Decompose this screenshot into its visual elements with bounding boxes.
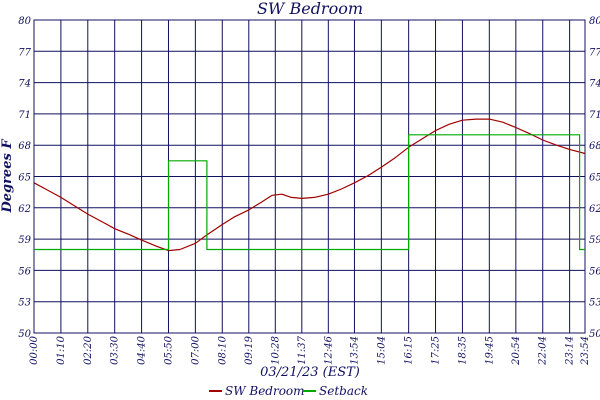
x-tick-label: 02:20	[83, 335, 94, 364]
y-tick-label-right: 53	[589, 298, 600, 309]
legend-label-sw-bedroom: SW Bedroom	[225, 384, 305, 398]
x-tick-label: 13:54	[349, 336, 360, 365]
y-axis-label: Degrees F	[0, 139, 15, 214]
y-tick-label-right: 74	[589, 79, 600, 90]
x-tick-label: 04:40	[137, 335, 148, 364]
y-tick-label-left: 62	[18, 204, 31, 215]
y-tick-label-left: 71	[18, 110, 31, 121]
x-tick-label: 16:15	[404, 336, 415, 365]
x-tick-label: 23:54	[580, 336, 591, 366]
y-tick-label-left: 80	[18, 16, 31, 27]
chart-title: SW Bedroom	[257, 0, 363, 18]
x-tick-label: 09:19	[244, 335, 255, 364]
x-axis-label: 03/21/23 (EST)	[260, 365, 360, 380]
y-tick-label-left: 74	[18, 79, 31, 90]
x-tick-label: 20:54	[511, 336, 522, 366]
y-tick-label-left: 77	[18, 47, 31, 58]
x-tick-label: 05:50	[163, 335, 174, 364]
x-tick-label: 19:45	[484, 336, 495, 365]
x-tick-label: 15:04	[376, 336, 387, 365]
y-tick-label-right: 80	[589, 16, 600, 27]
y-tick-label-left: 59	[18, 235, 31, 246]
x-tick-label: 08:10	[217, 335, 228, 364]
x-tick-label: 23:14	[565, 336, 576, 366]
y-tick-label-left: 68	[18, 141, 31, 152]
x-tick-label: 17:25	[431, 336, 442, 365]
series-layer	[33, 118, 586, 252]
y-tick-label-right: 59	[589, 235, 600, 246]
y-tick-label-right: 50	[589, 329, 600, 340]
x-tick-label: 01:10	[56, 335, 67, 364]
y-tick-label-left: 50	[18, 329, 31, 340]
y-tick-label-right: 71	[589, 110, 600, 121]
ticks: 50 50 53 53 56 56 59 59 62 62 65 65 68 68 71 71 74 74 77 77…	[18, 16, 600, 366]
x-tick-label: 03:30	[110, 335, 121, 364]
x-tick-label: 10:28	[270, 336, 281, 365]
series-line-setback	[34, 134, 585, 251]
series-line-sw-bedroom	[33, 118, 586, 252]
y-tick-label-right: 65	[589, 173, 600, 184]
y-tick-label-left: 53	[18, 298, 31, 309]
legend-label-setback: Setback	[319, 384, 368, 398]
x-tick-label: 12:46	[323, 335, 334, 364]
y-tick-label-right: 62	[589, 204, 600, 215]
x-tick-label: 22:04	[538, 336, 549, 366]
y-tick-label-left: 65	[18, 173, 31, 184]
y-tick-label-right: 56	[589, 266, 600, 277]
x-tick-label: 00:00	[29, 335, 40, 364]
y-tick-label-right: 68	[589, 141, 600, 152]
x-tick-label: 18:35	[457, 336, 468, 365]
grid	[33, 19, 585, 334]
legend: SW Bedroom Setback	[209, 384, 368, 398]
y-tick-label-left: 56	[18, 266, 31, 277]
x-tick-label: 11:37	[297, 335, 308, 364]
x-tick-label: 07:00	[190, 335, 201, 364]
y-tick-label-right: 77	[589, 47, 600, 58]
